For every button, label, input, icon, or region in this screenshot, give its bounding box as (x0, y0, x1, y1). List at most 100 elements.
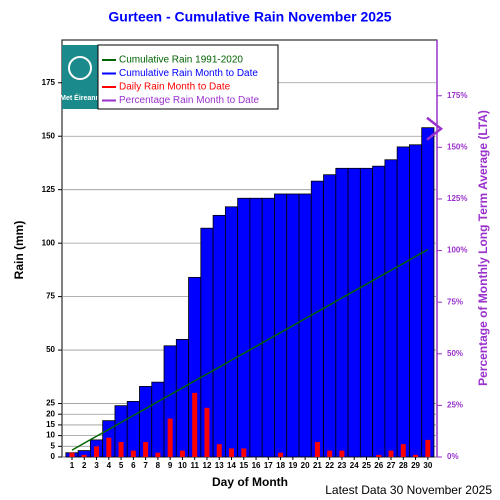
cumulative-bar (359, 167, 374, 458)
cumulative-bar (372, 165, 386, 458)
cumulative-bar (396, 146, 410, 458)
legend-box (97, 44, 279, 110)
chart-title: Gurteen - Cumulative Rain November 2025 (108, 9, 391, 25)
y-tick-label: 15 (46, 420, 55, 429)
y-axis-label: Rain (mm) (12, 221, 26, 280)
y-tick-label: 25 (46, 399, 55, 408)
x-tick-label: 21 (313, 461, 322, 470)
x-tick-label: 26 (374, 461, 383, 470)
x-tick-label: 15 (239, 461, 248, 470)
daily-bar (81, 454, 87, 457)
cumulative-bar (249, 197, 263, 458)
cumulative-bar (384, 159, 398, 458)
daily-bar (130, 450, 136, 457)
daily-bar (118, 442, 124, 457)
daily-bar (388, 450, 394, 457)
cumulative-bar (261, 197, 275, 458)
percentage-marker (426, 116, 444, 141)
x-tick-label: 23 (337, 461, 346, 470)
x-tick-label: 2 (82, 461, 87, 470)
logo-icon (68, 56, 92, 80)
y-tick-label: 5 (51, 441, 56, 450)
x-tick-label: 6 (131, 461, 136, 470)
daily-bar (69, 452, 75, 457)
x-tick-label: 4 (107, 461, 112, 470)
x-axis-label: Day of Month (212, 475, 288, 489)
cumulative-bar (421, 127, 435, 458)
daily-bar (425, 439, 431, 457)
x-tick-label: 13 (215, 461, 224, 470)
x-tick-label: 17 (264, 461, 273, 470)
x-tick-label: 16 (252, 461, 261, 470)
x-tick-label: 12 (203, 461, 212, 470)
daily-bar (216, 444, 222, 457)
cumulative-bar (409, 144, 423, 458)
y2-tick-label: 25% (447, 401, 463, 410)
x-tick-label: 25 (362, 461, 371, 470)
y2-tick-label: 0% (447, 452, 459, 461)
daily-bar (413, 454, 419, 457)
x-tick-label: 1 (70, 461, 75, 470)
daily-bar (179, 450, 185, 457)
legend-label: Percentage Rain Month to Date (119, 95, 260, 106)
x-tick-label: 5 (119, 461, 124, 470)
y2-axis-label: Percentage of Monthly Long Term Average … (476, 110, 490, 386)
x-tick-label: 10 (178, 461, 187, 470)
x-tick-label: 3 (94, 461, 99, 470)
daily-bar (204, 407, 210, 457)
cumulative-bar (323, 174, 337, 458)
cumulative-bar (175, 338, 189, 458)
x-tick-label: 18 (276, 461, 285, 470)
y-tick-label: 150 (42, 131, 56, 140)
y-tick-label: 125 (42, 185, 56, 194)
daily-bar (192, 392, 198, 457)
x-tick-label: 24 (350, 461, 359, 470)
cumulative-bar (224, 206, 239, 458)
x-tick-label: 22 (325, 461, 334, 470)
legend-label: Daily Rain Month to Date (119, 82, 231, 93)
y2-tick-label: 75% (447, 297, 463, 306)
x-tick-label: 7 (143, 461, 148, 470)
cumulative-bar (274, 193, 288, 458)
x-tick-label: 29 (411, 461, 420, 470)
cumulative-bar (237, 197, 251, 458)
footer: Latest Data 30 November 2025 (325, 483, 492, 497)
daily-bar (94, 446, 100, 457)
x-tick-label: 9 (168, 461, 173, 470)
daily-bar (400, 444, 406, 457)
x-tick-label: 28 (399, 461, 408, 470)
y-tick-label: 50 (46, 345, 55, 354)
logo-box (62, 45, 98, 109)
cumulative-bar (126, 400, 140, 458)
y-tick-label: 10 (46, 431, 55, 440)
x-tick-label: 8 (156, 461, 161, 470)
cumulative-bar (347, 167, 361, 458)
x-tick-label: 30 (423, 461, 432, 470)
x-tick-label: 19 (288, 461, 297, 470)
y2-tick-label: 150% (447, 142, 467, 151)
daily-bar (314, 442, 320, 457)
legend-label: Cumulative Rain 1991-2020 (119, 55, 243, 66)
cumulative-bar (212, 214, 226, 458)
daily-bar (278, 452, 284, 457)
y2-tick-label: 100% (447, 246, 467, 255)
x-tick-label: 20 (301, 461, 310, 470)
y-tick-label: 75 (46, 292, 55, 301)
daily-bar (376, 454, 382, 457)
daily-bar (106, 437, 112, 457)
cumulative-bar (298, 193, 312, 458)
y2-tick-label: 175% (447, 91, 467, 100)
lta-line (71, 248, 429, 451)
y-tick-label: 0 (51, 452, 56, 461)
legend-label: Cumulative Rain Month to Date (119, 68, 258, 79)
cumulative-bar (335, 167, 349, 458)
daily-bar (155, 452, 161, 457)
y2-tick-label: 50% (447, 349, 463, 358)
y-tick-label: 20 (46, 409, 55, 418)
y-tick-label: 100 (42, 238, 56, 247)
daily-bar (241, 448, 247, 457)
daily-bar (143, 442, 149, 457)
cumulative-bar (310, 180, 324, 458)
x-tick-label: 14 (227, 461, 236, 470)
